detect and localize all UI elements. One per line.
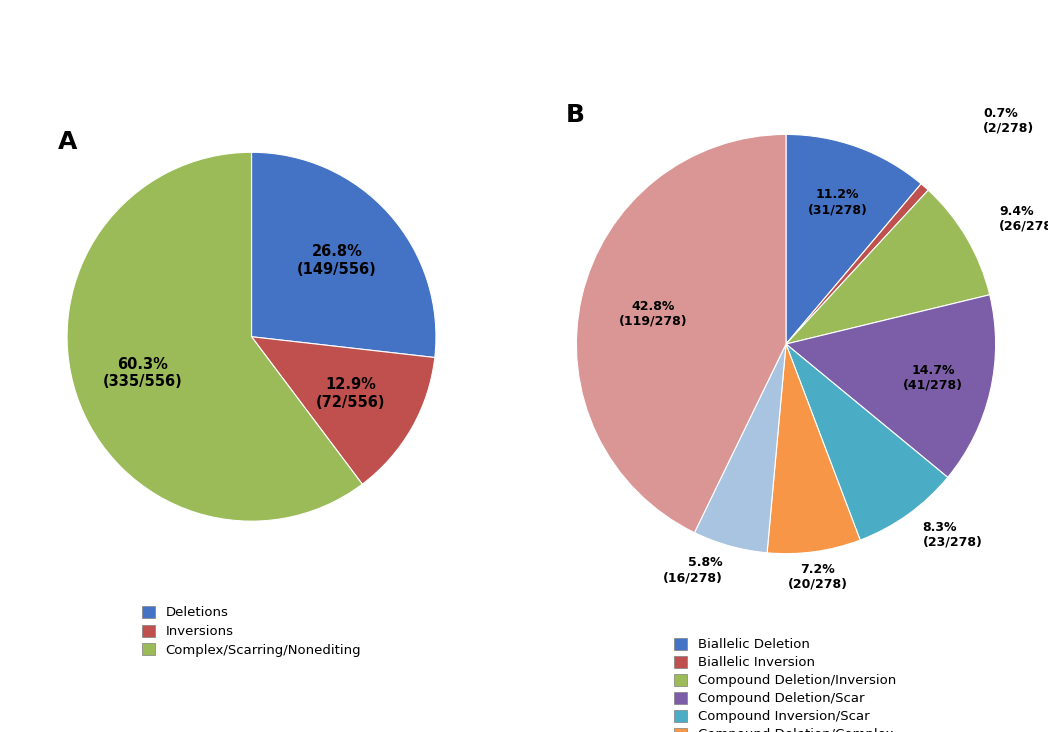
Wedge shape <box>786 344 947 540</box>
Text: 42.8%
(119/278): 42.8% (119/278) <box>619 299 687 327</box>
Legend: Deletions, Inversions, Complex/Scarring/Nonediting: Deletions, Inversions, Complex/Scarring/… <box>136 601 367 662</box>
Wedge shape <box>786 135 921 344</box>
Wedge shape <box>695 344 786 553</box>
Text: 0.7%
(2/278): 0.7% (2/278) <box>983 107 1034 135</box>
Wedge shape <box>67 152 363 521</box>
Legend: Biallelic Deletion, Biallelic Inversion, Compound Deletion/Inversion, Compound D: Biallelic Deletion, Biallelic Inversion,… <box>669 632 903 732</box>
Wedge shape <box>786 190 989 344</box>
Wedge shape <box>786 295 996 477</box>
Text: 26.8%
(149/556): 26.8% (149/556) <box>297 244 376 277</box>
Wedge shape <box>252 152 436 357</box>
Text: A: A <box>58 130 78 154</box>
Text: 60.3%
(335/556): 60.3% (335/556) <box>103 356 183 389</box>
Wedge shape <box>252 337 435 484</box>
Text: 14.7%
(41/278): 14.7% (41/278) <box>903 364 963 392</box>
Text: 8.3%
(23/278): 8.3% (23/278) <box>922 521 983 549</box>
Text: 11.2%
(31/278): 11.2% (31/278) <box>808 188 868 216</box>
Wedge shape <box>576 135 786 533</box>
Text: 12.9%
(72/556): 12.9% (72/556) <box>316 377 386 410</box>
Text: B: B <box>566 103 585 127</box>
Text: 7.2%
(20/278): 7.2% (20/278) <box>788 563 848 591</box>
Wedge shape <box>767 344 860 553</box>
Text: 9.4%
(26/278): 9.4% (26/278) <box>999 205 1048 233</box>
Text: 5.8%
(16/278): 5.8% (16/278) <box>663 556 723 584</box>
Wedge shape <box>786 184 929 344</box>
